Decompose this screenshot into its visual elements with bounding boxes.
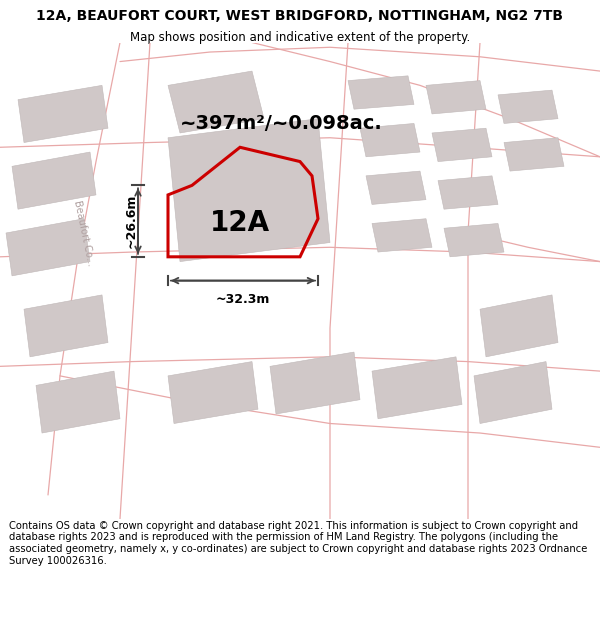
Polygon shape bbox=[366, 171, 426, 204]
Polygon shape bbox=[432, 128, 492, 161]
Polygon shape bbox=[24, 295, 108, 357]
Text: Beaufort Co...: Beaufort Co... bbox=[72, 199, 96, 267]
Text: 12A: 12A bbox=[210, 209, 270, 238]
Polygon shape bbox=[444, 224, 504, 257]
Polygon shape bbox=[12, 152, 96, 209]
Polygon shape bbox=[372, 357, 462, 419]
Polygon shape bbox=[498, 90, 558, 124]
Polygon shape bbox=[504, 138, 564, 171]
Polygon shape bbox=[270, 352, 360, 414]
Text: 12A, BEAUFORT COURT, WEST BRIDGFORD, NOTTINGHAM, NG2 7TB: 12A, BEAUFORT COURT, WEST BRIDGFORD, NOT… bbox=[37, 9, 563, 22]
Text: Contains OS data © Crown copyright and database right 2021. This information is : Contains OS data © Crown copyright and d… bbox=[9, 521, 587, 566]
Polygon shape bbox=[36, 371, 120, 433]
Text: ~26.6m: ~26.6m bbox=[125, 194, 138, 248]
Polygon shape bbox=[348, 76, 414, 109]
Polygon shape bbox=[474, 362, 552, 424]
Polygon shape bbox=[18, 86, 108, 142]
Polygon shape bbox=[168, 71, 264, 133]
Text: ~32.3m: ~32.3m bbox=[216, 292, 270, 306]
Polygon shape bbox=[168, 362, 258, 424]
Polygon shape bbox=[360, 124, 420, 157]
Polygon shape bbox=[438, 176, 498, 209]
Polygon shape bbox=[6, 219, 90, 276]
Polygon shape bbox=[372, 219, 432, 252]
Polygon shape bbox=[426, 81, 486, 114]
Text: ~397m²/~0.098ac.: ~397m²/~0.098ac. bbox=[180, 114, 383, 133]
Polygon shape bbox=[168, 119, 330, 262]
Polygon shape bbox=[480, 295, 558, 357]
Text: Map shows position and indicative extent of the property.: Map shows position and indicative extent… bbox=[130, 31, 470, 44]
